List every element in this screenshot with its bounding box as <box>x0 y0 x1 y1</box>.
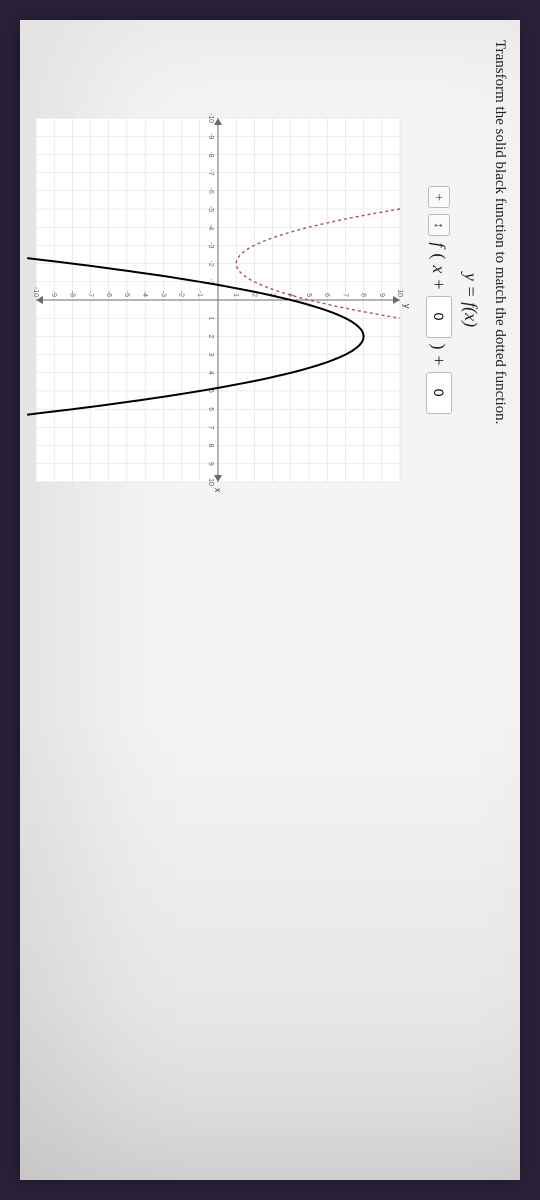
svg-text:-1: -1 <box>196 291 203 297</box>
svg-text:-8: -8 <box>68 291 75 297</box>
svg-text:-7: -7 <box>207 169 214 175</box>
svg-text:9: 9 <box>207 462 214 466</box>
eq1-arg: (x) <box>461 307 481 327</box>
h-shift-input[interactable] <box>426 296 452 338</box>
svg-text:-5: -5 <box>123 291 130 297</box>
equation-y-fx: y = f(x) <box>460 120 481 480</box>
sign-flip-button[interactable]: + <box>428 186 450 208</box>
content-region: Transform the solid black function to ma… <box>18 40 508 560</box>
svg-text:9: 9 <box>378 293 385 297</box>
svg-text:1: 1 <box>232 293 239 297</box>
eq2-open-paren: ( <box>429 253 450 259</box>
eq1-lhs: y <box>461 273 481 281</box>
eq1-eq: = <box>461 285 481 302</box>
svg-text:-10: -10 <box>207 113 214 123</box>
eq2-inner-sign: + <box>429 279 450 289</box>
svg-text:8: 8 <box>360 293 367 297</box>
svg-text:-3: -3 <box>207 242 214 248</box>
svg-text:5: 5 <box>305 293 312 297</box>
prompt-text: Transform the solid black function to ma… <box>491 40 508 560</box>
svg-text:-9: -9 <box>50 291 57 297</box>
svg-text:2: 2 <box>207 334 214 338</box>
k-shift-input[interactable] <box>426 372 452 414</box>
rotated-viewport: Transform the solid black function to ma… <box>0 0 540 1200</box>
svg-text:2: 2 <box>250 293 257 297</box>
svg-text:-10: -10 <box>32 287 39 297</box>
svg-text:-3: -3 <box>159 291 166 297</box>
svg-text:-2: -2 <box>207 260 214 266</box>
given-equation: y = f(x) <box>460 120 481 480</box>
svg-text:-4: -4 <box>207 224 214 230</box>
svg-text:6: 6 <box>207 407 214 411</box>
coordinate-chart: x y -10 -9 -8 -7 -6 -5 -4 -3 -2 -1 1 2 3 4 5 6 7 8 9 10 -10 -9 -… <box>18 100 418 500</box>
eq2-inner-var: x <box>429 265 450 273</box>
eq2-close-paren: ) <box>429 344 450 350</box>
svg-text:8: 8 <box>207 444 214 448</box>
chart-container: x y -10 -9 -8 -7 -6 -5 -4 -3 -2 -1 1 2 3 4 5 6 7 8 9 10 -10 -9 -… <box>18 100 418 500</box>
svg-text:x: x <box>213 488 223 493</box>
svg-text:1: 1 <box>207 316 214 320</box>
worksheet-paper: Transform the solid black function to ma… <box>20 20 520 1180</box>
svg-text:7: 7 <box>341 293 348 297</box>
svg-text:y: y <box>402 304 412 309</box>
svg-text:-6: -6 <box>105 291 112 297</box>
svg-text:-9: -9 <box>207 133 214 139</box>
svg-text:-4: -4 <box>141 291 148 297</box>
svg-text:4: 4 <box>207 371 214 375</box>
svg-text:10: 10 <box>207 478 214 486</box>
transform-equation: + ↕ f ( x + ) + <box>426 120 452 480</box>
svg-text:-2: -2 <box>178 291 185 297</box>
svg-text:3: 3 <box>207 353 214 357</box>
svg-text:-5: -5 <box>207 206 214 212</box>
eq2-outer-sign: + <box>429 356 450 366</box>
stretch-toggle-button[interactable]: ↕ <box>428 214 450 236</box>
svg-text:-8: -8 <box>207 151 214 157</box>
svg-text:-7: -7 <box>87 291 94 297</box>
svg-text:10: 10 <box>396 289 403 297</box>
svg-text:7: 7 <box>207 425 214 429</box>
paper-vignette <box>20 716 520 1180</box>
svg-text:6: 6 <box>323 293 330 297</box>
eq2-fn: f <box>429 242 450 247</box>
svg-text:-6: -6 <box>207 188 214 194</box>
